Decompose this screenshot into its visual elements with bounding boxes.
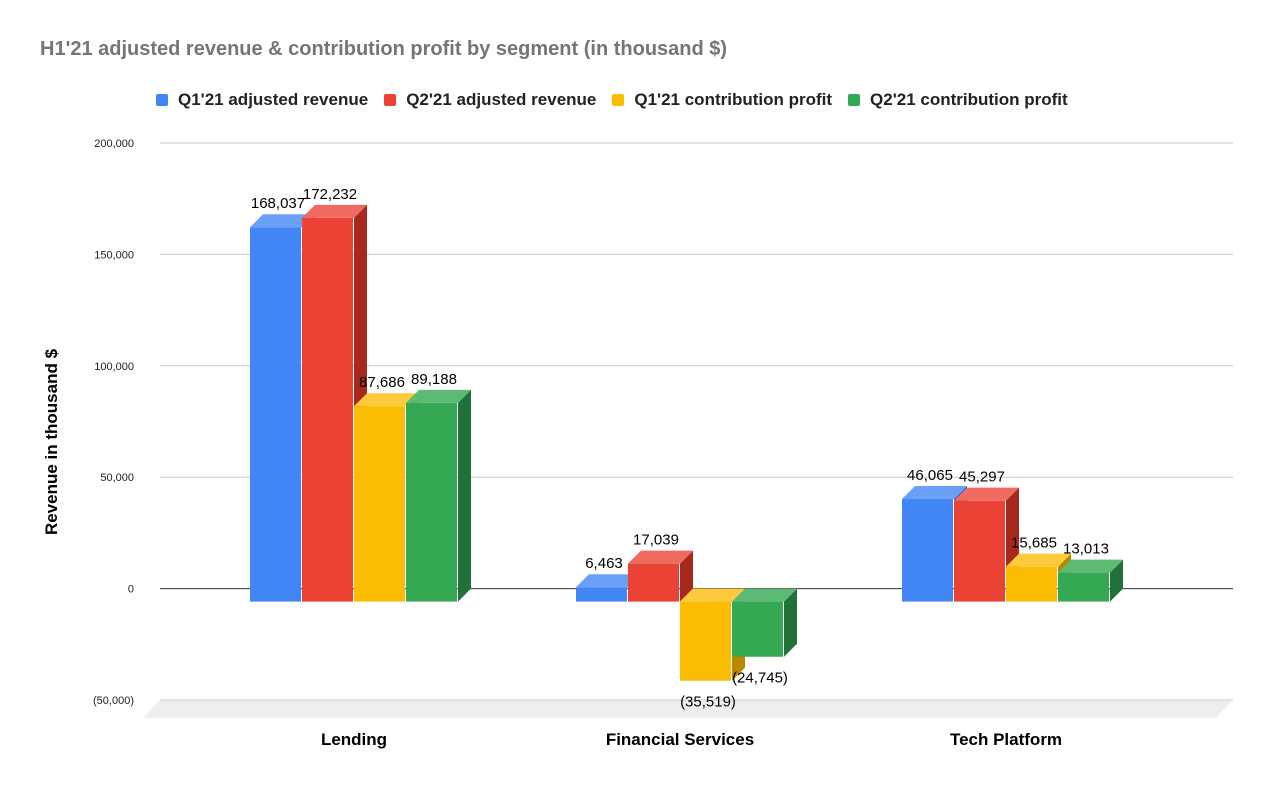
bar — [902, 498, 953, 602]
x-tick-label: Lending — [321, 730, 387, 749]
bar-top — [576, 574, 641, 588]
bar-top — [732, 588, 797, 602]
data-label: 15,685 — [1011, 535, 1057, 552]
data-label: 168,037 — [251, 195, 305, 212]
bar-side — [680, 550, 693, 602]
legend-label: Q2'21 adjusted revenue — [406, 90, 597, 109]
y-tick-label: 150,000 — [94, 249, 134, 261]
legend-item[interactable]: Q1'21 contribution profit — [612, 90, 832, 110]
bar — [1006, 566, 1057, 602]
bar-top — [250, 214, 315, 228]
bar — [732, 601, 783, 657]
bar — [628, 563, 679, 602]
chart-title: H1'21 adjusted revenue & contribution pr… — [40, 38, 728, 60]
bar — [250, 227, 301, 602]
chart-floor — [143, 700, 1233, 718]
bar-top — [902, 485, 967, 499]
y-tick-label: (50,000) — [93, 695, 134, 707]
legend: Q1'21 adjusted revenue Q2'21 adjusted re… — [156, 90, 1084, 110]
legend-label: Q1'21 contribution profit — [634, 90, 833, 109]
y-tick-label: 0 — [128, 584, 134, 596]
legend-item[interactable]: Q2'21 contribution profit — [848, 90, 1068, 110]
data-label: 172,232 — [303, 186, 357, 203]
legend-swatch — [384, 94, 397, 106]
bar — [1058, 572, 1109, 602]
data-label: (24,745) — [732, 670, 788, 687]
data-label: 46,065 — [907, 467, 953, 484]
bar-side — [458, 389, 471, 602]
bar-top — [680, 588, 745, 602]
legend-swatch — [612, 94, 625, 106]
y-tick-label: 50,000 — [100, 472, 134, 484]
bar-side — [784, 588, 797, 657]
bar-side — [1110, 559, 1123, 602]
data-label: 87,686 — [359, 374, 405, 391]
bar-top — [954, 487, 1019, 501]
bar-top — [302, 204, 367, 218]
y-tick-label: 100,000 — [94, 361, 134, 373]
data-label: 89,188 — [411, 371, 457, 388]
bar-top — [406, 389, 471, 403]
legend-item[interactable]: Q2'21 adjusted revenue — [384, 90, 596, 110]
bar — [406, 402, 457, 602]
data-label: 13,013 — [1063, 541, 1109, 558]
legend-swatch — [156, 94, 168, 106]
data-label: (35,519) — [680, 694, 736, 711]
data-label: 45,297 — [959, 469, 1005, 486]
x-tick-label: Tech Platform — [950, 730, 1062, 749]
bar — [576, 587, 627, 602]
x-tick-label: Financial Services — [606, 730, 754, 749]
bar — [680, 601, 731, 681]
bar — [354, 406, 405, 602]
data-label: 17,039 — [633, 532, 679, 549]
bar — [302, 217, 353, 602]
data-label: 6,463 — [585, 555, 623, 572]
y-tick-label: 200,000 — [94, 138, 134, 150]
legend-swatch — [848, 94, 861, 106]
legend-label: Q2'21 contribution profit — [870, 90, 1068, 109]
bar-top — [628, 550, 693, 564]
legend-label: Q1'21 adjusted revenue — [178, 90, 369, 109]
legend-item[interactable]: Q1'21 adjusted revenue — [156, 90, 368, 110]
bar-top — [1006, 553, 1071, 567]
bar-top — [354, 393, 419, 407]
bar — [954, 500, 1005, 602]
bar-top — [1058, 559, 1123, 573]
